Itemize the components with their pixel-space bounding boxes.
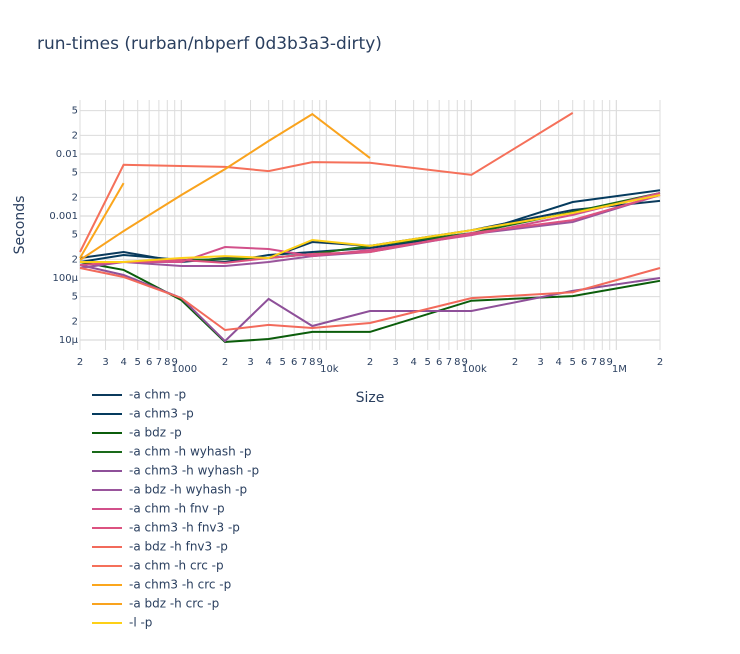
legend: -a chm -p -a chm3 -p -a bdz -p -a chm -h wy… (92, 388, 259, 630)
x-tick-label: 6 (291, 357, 297, 368)
series-line (79, 267, 661, 332)
lines (79, 112, 661, 344)
series-line (79, 261, 661, 344)
x-tick-label: 5 (570, 357, 576, 368)
legend-label: -a chm -h crc -p (129, 559, 224, 573)
x-tick-label: 4 (410, 357, 416, 368)
x-tick-label: 2 (512, 357, 518, 368)
x-tick-label: 4 (120, 357, 126, 368)
legend-label: -a chm -p (129, 388, 186, 402)
x-tick-label: 2 (657, 357, 663, 368)
y-tick-label: 2 (72, 130, 78, 141)
series-line (79, 182, 125, 259)
x-tick-label: 4 (265, 357, 271, 368)
y-tick-label: 0.01 (56, 149, 78, 160)
legend-label: -a chm3 -h wyhash -p (129, 464, 259, 478)
x-tick-label: 3 (102, 357, 108, 368)
series-line (79, 194, 661, 269)
y-tick-label: 10µ (59, 335, 79, 346)
series-line (80, 194, 661, 263)
x-tick-label: 6 (436, 357, 442, 368)
x-tick-label: 1000 (172, 364, 197, 375)
x-tick-label: 5 (425, 357, 431, 368)
legend-label: -a chm3 -p (129, 407, 194, 421)
x-tick-label: 3 (392, 357, 398, 368)
x-tick-label: 8 (164, 357, 170, 368)
chart-title: run-times (rurban/nbperf 0d3b3a3-dirty) (37, 34, 382, 54)
x-tick-label: 100k (462, 364, 487, 375)
legend-label: -a chm3 -h fnv3 -p (129, 521, 240, 535)
y-tick-label: 2 (72, 254, 78, 265)
x-tick-label: 9 (462, 357, 468, 368)
x-tick-label: 2 (77, 357, 83, 368)
x-tick-label: 1M (612, 364, 627, 375)
x-tick-label: 5 (280, 357, 286, 368)
x-tick-label: 6 (581, 357, 587, 368)
x-tick-label: 8 (309, 357, 315, 368)
series-line (79, 112, 574, 253)
x-tick-label: 9 (317, 357, 323, 368)
x-tick-label: 2 (222, 357, 228, 368)
y-tick-label: 2 (72, 192, 78, 203)
y-axis-title: Seconds (12, 196, 28, 255)
x-tick-label: 8 (599, 357, 605, 368)
x-tick-label: 7 (156, 357, 162, 368)
y-tick-label: 5 (72, 168, 78, 179)
x-tick-label: 10k (320, 364, 339, 375)
y-tick-label: 100µ (53, 273, 79, 284)
x-tick-label: 7 (591, 357, 597, 368)
y-tick-label: 0.001 (49, 211, 78, 222)
legend-label: -a chm -h fnv -p (129, 502, 225, 516)
x-tick-label: 4 (555, 357, 561, 368)
legend-label: -a bdz -h wyhash -p (129, 483, 247, 497)
x-tick-label: 3 (537, 357, 543, 368)
x-tick-label: 5 (135, 357, 141, 368)
legend-label: -a chm -h wyhash -p (129, 445, 251, 459)
x-tick-label: 9 (607, 357, 613, 368)
legend-label: -a bdz -h fnv3 -p (129, 540, 228, 554)
x-tick-label: 2 (367, 357, 373, 368)
x-axis-title: Size (356, 390, 385, 406)
x-tick-label: 7 (446, 357, 452, 368)
legend-label: -a bdz -h crc -p (129, 597, 219, 611)
x-tick-label: 9 (172, 357, 178, 368)
y-tick-label: 5 (72, 106, 78, 117)
y-tick-label: 5 (72, 292, 78, 303)
x-tick-label: 8 (454, 357, 460, 368)
x-tick-label: 6 (146, 357, 152, 368)
y-tick-label: 5 (72, 230, 78, 241)
x-tick-label: 3 (247, 357, 253, 368)
series-line (79, 112, 371, 261)
x-tick-label: 7 (301, 357, 307, 368)
legend-label: -l -p (129, 616, 152, 630)
legend-label: -a chm3 -h crc -p (129, 578, 231, 592)
y-tick-label: 2 (72, 316, 78, 327)
legend-label: -a bdz -p (129, 426, 182, 440)
